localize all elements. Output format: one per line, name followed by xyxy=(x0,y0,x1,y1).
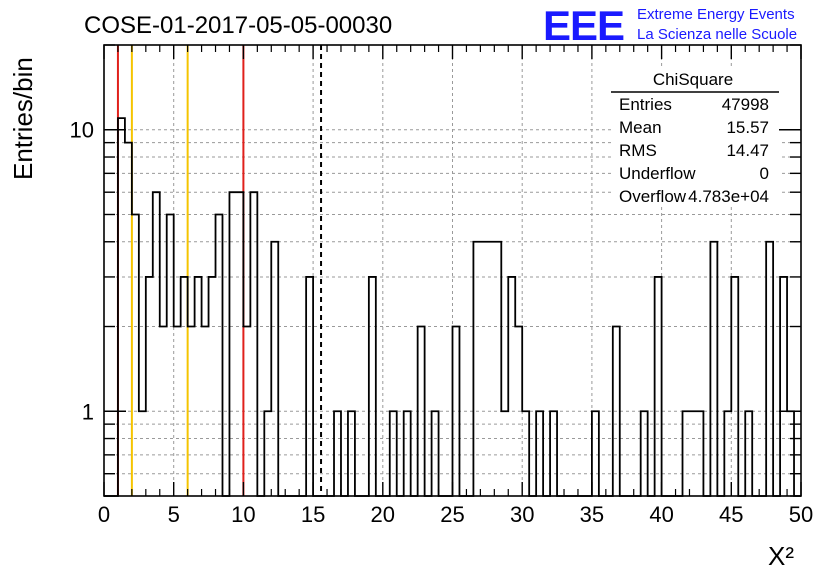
x-tick-label: 25 xyxy=(440,502,464,527)
histogram-series xyxy=(104,117,801,497)
x-tick-label: 5 xyxy=(168,502,180,527)
stats-value: 47998 xyxy=(722,95,769,114)
y-tick-label: 1 xyxy=(82,399,94,424)
y-axis-ticks: 1 10 xyxy=(70,44,801,497)
x-axis-ticks: 0 5 10 15 20 25 30 35 40 45 50 xyxy=(98,45,813,527)
eee-logo: EEE Extreme Energy Events La Scienza nel… xyxy=(543,2,797,49)
stats-label: RMS xyxy=(619,141,657,160)
y-tick-label: 10 xyxy=(70,118,94,143)
stats-value: 14.47 xyxy=(726,141,769,160)
x-axis-label: Χ² xyxy=(768,541,794,571)
x-tick-label: 45 xyxy=(719,502,743,527)
x-tick-label: 40 xyxy=(649,502,673,527)
stats-label: Underflow xyxy=(619,164,696,183)
x-tick-label: 35 xyxy=(580,502,604,527)
stats-box: ChiSquare Entries 47998 Mean 15.57 RMS 14.47 U… xyxy=(611,66,779,206)
stats-value: 4.783e+04 xyxy=(688,187,769,206)
marker-lines xyxy=(116,45,323,496)
x-tick-label: 15 xyxy=(301,502,325,527)
stats-label: Entries xyxy=(619,95,672,114)
logo-line-1: Extreme Energy Events xyxy=(637,6,795,23)
logo-mark: EEE xyxy=(543,2,624,49)
stats-value: 15.57 xyxy=(726,118,769,137)
x-tick-label: 0 xyxy=(98,502,110,527)
x-tick-label: 50 xyxy=(789,502,813,527)
stats-label: Overflow xyxy=(619,187,687,206)
stats-title: ChiSquare xyxy=(653,70,733,89)
chart-title: COSE-01-2017-05-05-00030 xyxy=(84,12,392,39)
histogram-step-line xyxy=(104,117,801,497)
x-tick-label: 20 xyxy=(371,502,395,527)
logo-line-2: La Scienza nelle Scuole xyxy=(637,26,797,43)
x-tick-label: 30 xyxy=(510,502,534,527)
x-tick-label: 10 xyxy=(231,502,255,527)
stats-label: Mean xyxy=(619,118,662,137)
stats-value: 0 xyxy=(760,164,769,183)
y-axis-label: Entries/bin xyxy=(8,57,38,180)
stats-rows: Entries 47998 Mean 15.57 RMS 14.47 Underflow 0 O… xyxy=(619,95,769,206)
